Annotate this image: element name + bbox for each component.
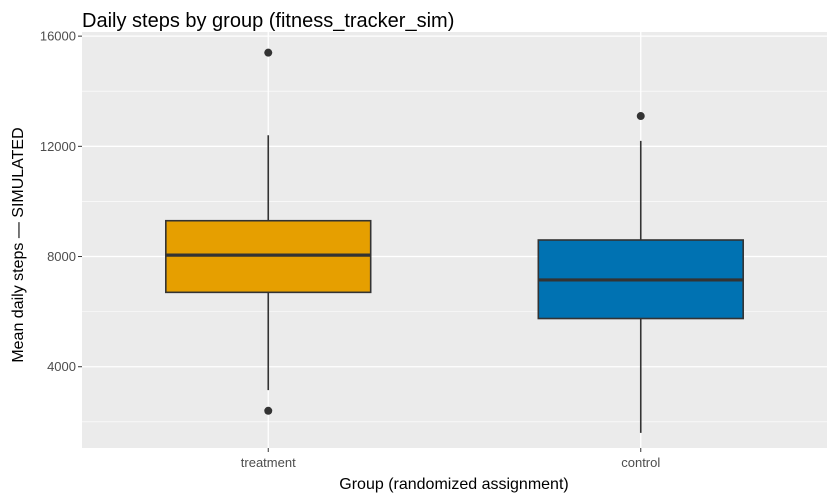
x-axis-title: Group (randomized assignment) (339, 476, 568, 493)
outlier-point (264, 48, 273, 57)
y-tick-label: 12000 (40, 139, 76, 154)
box-layer (165, 48, 744, 433)
y-tick-label: 4000 (47, 359, 76, 374)
box-control (537, 112, 744, 433)
outlier-point (264, 406, 273, 415)
minor-gridlines (82, 90, 827, 423)
chart-title: Daily steps by group (fitness_tracker_si… (82, 10, 454, 32)
y-tick-label: 16000 (40, 29, 76, 44)
box-treatment (165, 48, 372, 415)
x-tick-label: control (621, 455, 660, 470)
y-axis: 4000 8000 12000 16000 (40, 29, 82, 374)
y-tick-label: 8000 (47, 249, 76, 264)
x-axis: treatment control (241, 448, 660, 470)
y-axis-title: Mean daily steps — SIMULATED (10, 127, 27, 362)
x-tick-label: treatment (241, 455, 296, 470)
outlier-point (636, 112, 645, 121)
